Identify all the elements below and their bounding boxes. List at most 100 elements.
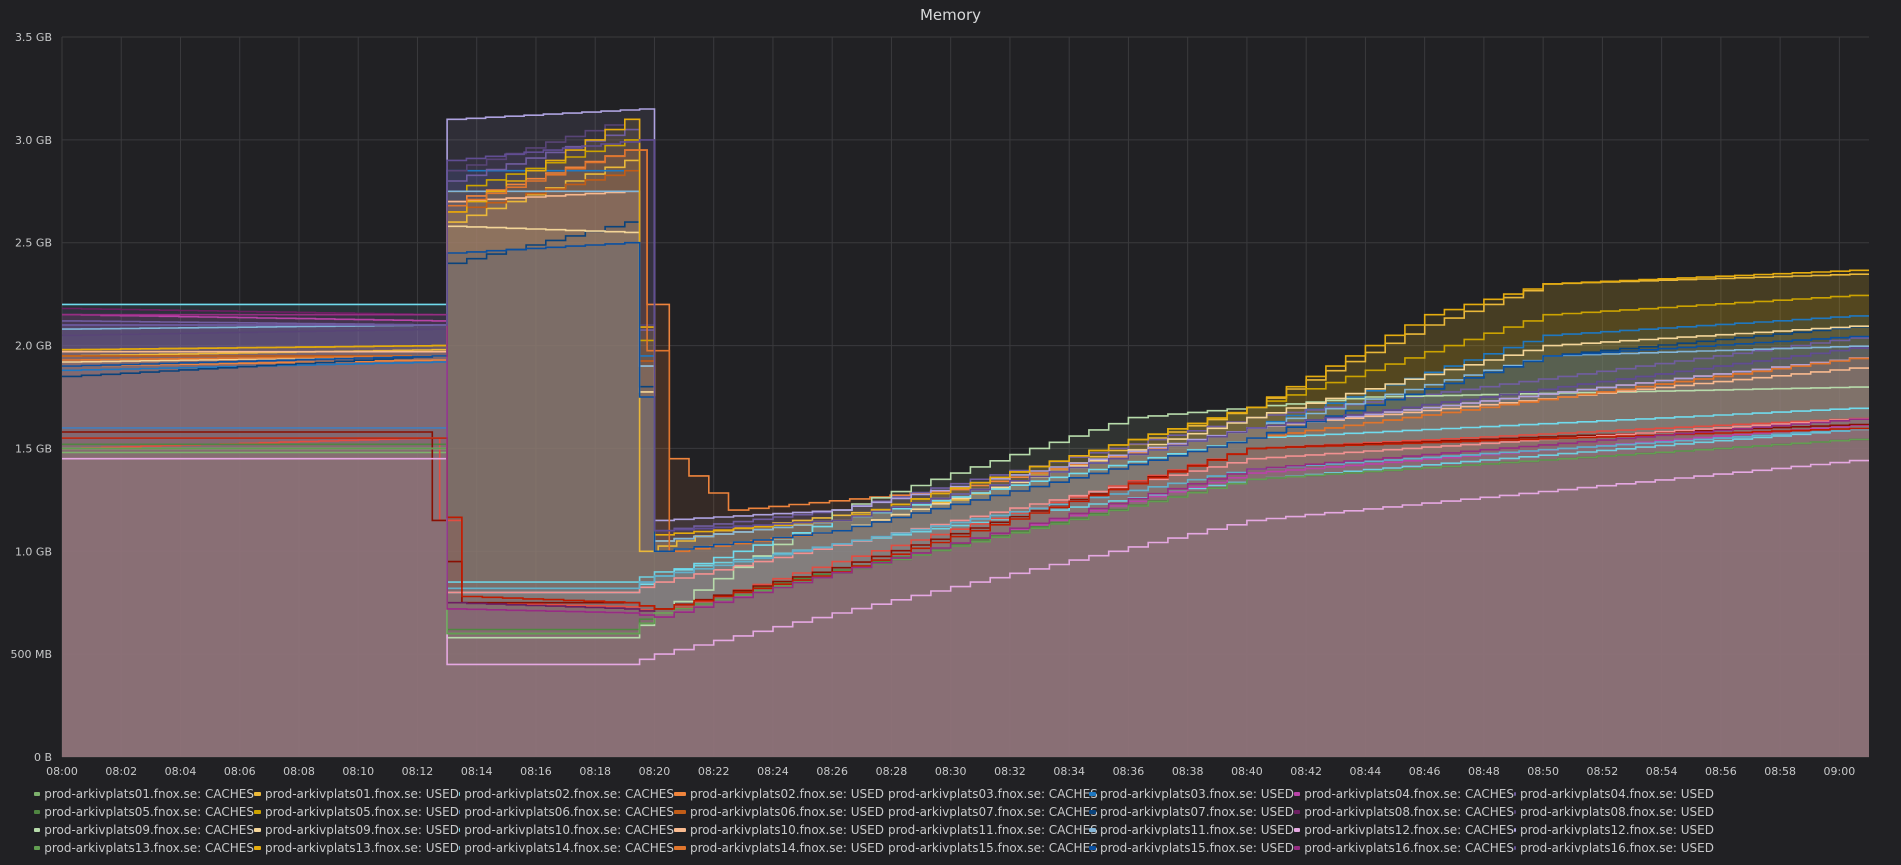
- legend-item[interactable]: prod-arkivplats08.fnox.se: USED: [1514, 805, 1714, 819]
- series-line[interactable]: [62, 418, 1869, 594]
- legend-swatch: [1294, 846, 1301, 850]
- panel-title[interactable]: Memory: [919, 6, 981, 24]
- x-tick-label: 08:48: [1468, 765, 1500, 778]
- series-area: [62, 222, 1869, 758]
- series-line[interactable]: [62, 241, 1869, 553]
- y-axis: 0 B 500 MB 1.0 GB 1.5 GB 2.0 GB 2.5 GB 3.0 GB 3…: [10, 31, 52, 764]
- legend-swatch: [1089, 828, 1096, 832]
- series-line[interactable]: [62, 428, 1869, 590]
- legend-item[interactable]: prod-arkivplats03.fnox.se: CACHES: [884, 787, 1098, 801]
- series-area: [62, 429, 1869, 757]
- legend-item[interactable]: prod-arkivplats11.fnox.se: USED: [1089, 823, 1294, 837]
- legend-swatch: [34, 810, 41, 814]
- legend-item[interactable]: prod-arkivplats15.fnox.se: USED: [1089, 841, 1294, 855]
- legend-label: prod-arkivplats14.fnox.se: USED: [689, 841, 884, 855]
- legend-label: prod-arkivplats16.fnox.se: USED: [1519, 841, 1714, 855]
- y-tick-label: 500 MB: [10, 648, 52, 661]
- series-line[interactable]: [62, 139, 1869, 532]
- legend-item[interactable]: prod-arkivplats09.fnox.se: USED: [254, 823, 459, 837]
- x-tick-label: 08:32: [994, 765, 1026, 778]
- legend-item[interactable]: prod-arkivplats12.fnox.se: CACHES: [1294, 823, 1514, 837]
- series-area: [62, 428, 1869, 757]
- x-tick-label: 08:04: [165, 765, 197, 778]
- series-area: [62, 418, 1869, 757]
- legend-item[interactable]: prod-arkivplats04.fnox.se: USED: [1514, 787, 1714, 801]
- legend-item[interactable]: prod-arkivplats06.fnox.se: CACHES: [459, 805, 674, 819]
- x-tick-label: 08:26: [816, 765, 848, 778]
- legend-swatch: [254, 846, 261, 850]
- legend-label: prod-arkivplats15.fnox.se: CACHES: [888, 841, 1098, 855]
- series-area: [62, 129, 1869, 758]
- y-tick-label: 1.0 GB: [15, 545, 52, 558]
- legend-item[interactable]: prod-arkivplats11.fnox.se: CACHES: [884, 823, 1098, 837]
- legend-item[interactable]: prod-arkivplats07.fnox.se: USED: [1089, 805, 1294, 819]
- chart-lines: [62, 108, 1869, 666]
- legend-swatch: [1514, 792, 1516, 796]
- legend-label: prod-arkivplats10.fnox.se: USED: [689, 823, 884, 837]
- legend-label: prod-arkivplats09.fnox.se: CACHES: [44, 823, 254, 837]
- memory-chart: 0 B 500 MB 1.0 GB 1.5 GB 2.0 GB 2.5 GB 3.0 GB 3…: [10, 31, 1869, 778]
- series-line[interactable]: [62, 457, 1869, 666]
- legend-item[interactable]: prod-arkivplats10.fnox.se: USED: [674, 823, 884, 837]
- x-tick-label: 08:40: [1231, 765, 1263, 778]
- legend-label: prod-arkivplats16.fnox.se: CACHES: [1304, 841, 1514, 855]
- series-area: [62, 458, 1869, 757]
- series-area: [62, 427, 1869, 757]
- legend-row: prod-arkivplats13.fnox.se: CACHES prod-ar…: [34, 839, 1894, 857]
- series-area: [62, 160, 1869, 757]
- legend-item[interactable]: prod-arkivplats12.fnox.se: USED: [1514, 823, 1714, 837]
- legend-label: prod-arkivplats11.fnox.se: CACHES: [888, 823, 1098, 837]
- legend-label: prod-arkivplats04.fnox.se: USED: [1519, 787, 1714, 801]
- series-line[interactable]: [62, 427, 1869, 610]
- legend-label: prod-arkivplats15.fnox.se: USED: [1099, 841, 1294, 855]
- legend-label: prod-arkivplats02.fnox.se: CACHES: [464, 787, 674, 801]
- legend-swatch: [674, 792, 686, 796]
- legend-item[interactable]: prod-arkivplats15.fnox.se: CACHES: [884, 841, 1098, 855]
- legend-swatch: [459, 846, 461, 850]
- legend-item[interactable]: prod-arkivplats10.fnox.se: CACHES: [459, 823, 674, 837]
- series-area: [62, 242, 1869, 757]
- legend-item[interactable]: prod-arkivplats09.fnox.se: CACHES: [34, 823, 254, 837]
- legend-item[interactable]: prod-arkivplats07.fnox.se: CACHES: [884, 805, 1098, 819]
- x-tick-label: 08:38: [1172, 765, 1204, 778]
- legend-label: prod-arkivplats08.fnox.se: CACHES: [1304, 805, 1514, 819]
- legend-item[interactable]: prod-arkivplats06.fnox.se: USED: [674, 805, 884, 819]
- series-area: [62, 439, 1869, 757]
- legend-item[interactable]: prod-arkivplats16.fnox.se: CACHES: [1294, 841, 1514, 855]
- legend-item[interactable]: prod-arkivplats05.fnox.se: CACHES: [34, 805, 254, 819]
- x-tick-label: 08:36: [1113, 765, 1145, 778]
- legend-item[interactable]: prod-arkivplats02.fnox.se: USED: [674, 787, 884, 801]
- legend-item[interactable]: prod-arkivplats13.fnox.se: CACHES: [34, 841, 254, 855]
- legend-label: prod-arkivplats09.fnox.se: USED: [264, 823, 459, 837]
- legend-item[interactable]: prod-arkivplats14.fnox.se: USED: [674, 841, 884, 855]
- legend-item[interactable]: prod-arkivplats01.fnox.se: USED: [254, 787, 459, 801]
- legend-item[interactable]: prod-arkivplats13.fnox.se: USED: [254, 841, 459, 855]
- x-tick-label: 08:12: [402, 765, 434, 778]
- legend-item[interactable]: prod-arkivplats05.fnox.se: USED: [254, 805, 459, 819]
- series-line[interactable]: [62, 118, 1869, 536]
- x-tick-label: 08:52: [1587, 765, 1619, 778]
- series-line[interactable]: [62, 128, 1869, 532]
- legend-item[interactable]: prod-arkivplats01.fnox.se: CACHES: [34, 787, 254, 801]
- legend-item[interactable]: prod-arkivplats14.fnox.se: CACHES: [459, 841, 674, 855]
- legend-item[interactable]: prod-arkivplats16.fnox.se: USED: [1514, 841, 1714, 855]
- series-line[interactable]: [62, 313, 1869, 618]
- y-tick-label: 0 B: [34, 751, 52, 764]
- legend-label: prod-arkivplats13.fnox.se: CACHES: [44, 841, 254, 855]
- series-line[interactable]: [62, 428, 1869, 583]
- series-line[interactable]: [62, 438, 1869, 635]
- legend-row: prod-arkivplats05.fnox.se: CACHES prod-ar…: [34, 803, 1894, 821]
- x-tick-label: 08:28: [876, 765, 908, 778]
- legend-item[interactable]: prod-arkivplats04.fnox.se: CACHES: [1294, 787, 1514, 801]
- x-tick-label: 08:08: [283, 765, 315, 778]
- legend-item[interactable]: prod-arkivplats03.fnox.se: USED: [1089, 787, 1294, 801]
- legend-item[interactable]: prod-arkivplats02.fnox.se: CACHES: [459, 787, 674, 801]
- x-tick-label: 08:42: [1290, 765, 1322, 778]
- legend-swatch: [459, 828, 461, 832]
- y-tick-label: 2.5 GB: [15, 237, 52, 250]
- series-area: [62, 439, 1869, 757]
- legend-swatch: [1294, 828, 1301, 832]
- series-line[interactable]: [62, 417, 1869, 614]
- series-area: [62, 314, 1869, 757]
- legend-item[interactable]: prod-arkivplats08.fnox.se: CACHES: [1294, 805, 1514, 819]
